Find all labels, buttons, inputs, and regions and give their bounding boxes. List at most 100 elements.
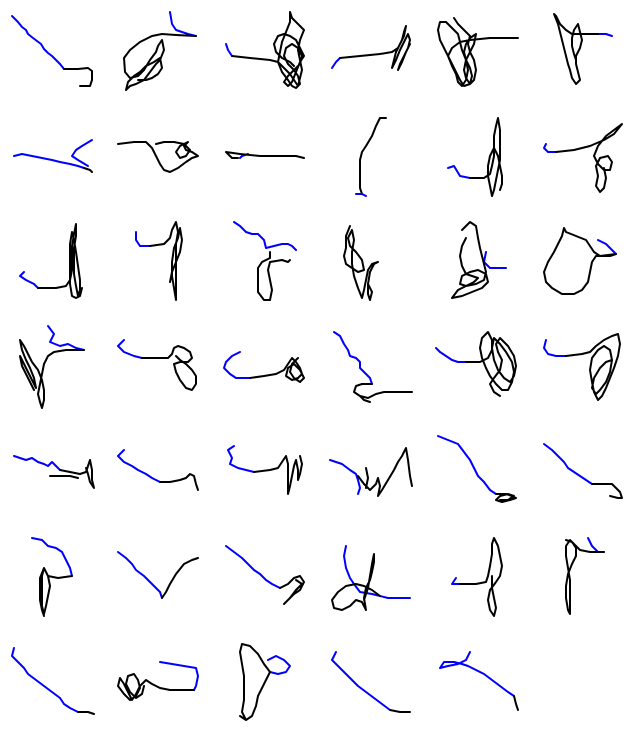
trajectory-tile [19,223,83,299]
black-stroke [63,67,93,87]
blue-stroke [13,153,85,169]
black-stroke [149,221,183,301]
blue-stroke [597,239,617,255]
black-stroke [161,557,199,599]
trajectory-tile [225,545,305,605]
blue-stroke [11,15,65,70]
trajectory-tile [447,117,503,197]
black-stroke [469,117,503,197]
black-stroke [513,695,519,711]
black-stroke [117,141,199,173]
blue-stroke [437,435,497,495]
black-stroke [257,251,291,301]
blue-stroke [543,339,567,357]
black-stroke [495,493,517,503]
black-stroke [389,709,411,713]
trajectory-tile [543,443,623,499]
blue-stroke [333,331,373,385]
trajectory-tile [451,537,503,617]
blue-stroke [225,545,281,589]
black-stroke [331,553,381,611]
black-stroke [225,151,305,159]
trajectory-tile [437,435,517,503]
trajectory-tile [13,455,95,489]
trajectory-tile [451,221,507,299]
blue-stroke [71,139,93,167]
black-stroke [357,447,413,497]
blue-stroke [225,43,233,57]
blue-stroke [597,33,613,37]
blue-stroke [343,545,411,599]
trajectory-tile [543,333,621,401]
black-stroke [19,339,85,409]
black-stroke [59,459,95,489]
black-stroke [231,11,305,89]
blue-stroke [135,231,151,247]
trajectory-tile [435,331,517,397]
trajectory-tile [439,651,519,711]
trajectory-tile [331,545,411,611]
trajectory-tile [117,449,199,491]
trajectory-tile [117,339,197,391]
black-stroke [239,643,271,721]
trajectory-tile [553,13,613,85]
trajectory-tile [331,25,411,71]
trajectory-tile [565,537,605,615]
black-stroke [565,539,605,615]
trajectory-tile [19,325,85,409]
trajectory-tile [233,221,297,301]
black-stroke [343,225,379,301]
black-stroke [253,455,303,495]
black-stroke [565,333,621,401]
black-stroke [279,575,305,605]
trajectory-tile [13,139,93,173]
blue-stroke [483,251,507,269]
trajectory-tile [227,445,303,495]
blue-stroke [587,537,605,553]
black-stroke [437,17,519,87]
black-stroke [83,167,93,173]
blue-stroke [169,11,197,37]
trajectory-tile [117,551,199,599]
blue-stroke [117,551,163,599]
black-stroke [159,473,199,491]
black-stroke [359,117,387,195]
blue-stroke [329,459,361,495]
blue-stroke [11,647,79,713]
blue-stroke [331,651,391,711]
black-stroke [77,711,95,715]
blue-stroke [19,271,39,289]
trajectory-tile [135,221,183,301]
blue-stroke [117,339,143,359]
trajectory-tile [329,447,413,497]
trajectory-tile [123,11,197,91]
blue-stroke [543,143,557,153]
blue-stroke [355,193,367,197]
black-stroke [339,25,411,71]
trajectory-tile [543,123,623,193]
trajectory-tile [223,351,305,383]
trajectory-tile [31,537,73,617]
black-stroke [123,33,197,91]
black-stroke [459,537,503,617]
blue-stroke [223,351,251,379]
trajectory-tile [117,661,199,701]
blue-stroke [31,537,73,577]
black-stroke [353,383,413,403]
black-stroke [37,223,83,299]
blue-stroke [543,443,593,485]
trajectory-tile [343,225,379,301]
trajectory-tile [333,331,413,403]
blue-stroke [233,221,297,251]
black-stroke [49,475,79,479]
black-stroke [465,331,517,397]
black-stroke [543,227,617,295]
trajectory-tile [331,651,411,713]
black-stroke [591,483,623,499]
trajectory-tile [11,647,95,715]
blue-stroke [435,347,467,363]
black-stroke [451,221,489,299]
trajectory-tile [225,151,305,159]
